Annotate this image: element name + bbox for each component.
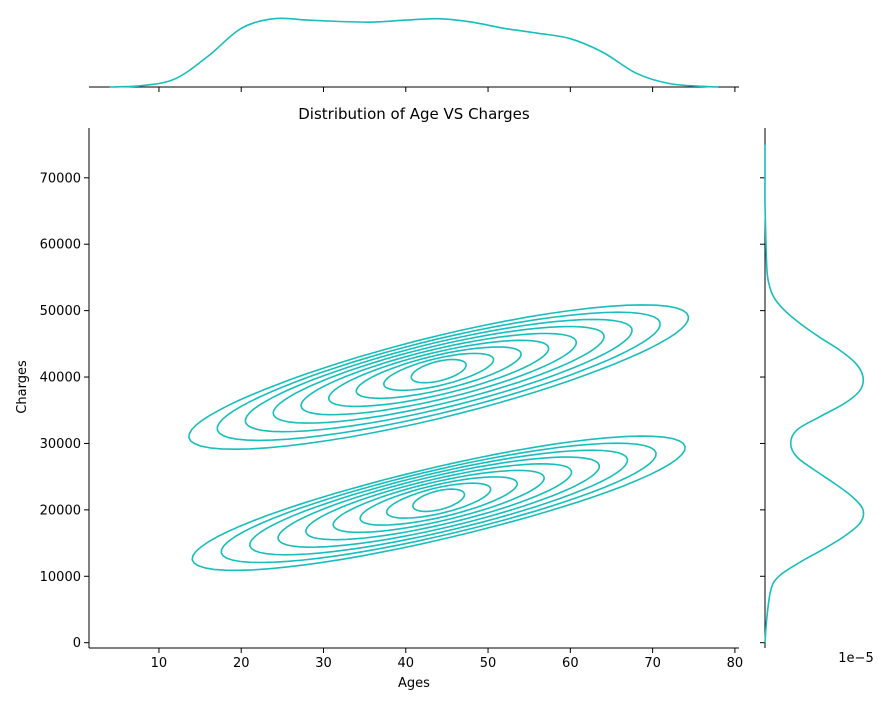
x-tick-label: 80 (727, 656, 744, 671)
y-tick-label: 10000 (40, 570, 81, 585)
y-tick-label: 60000 (40, 238, 81, 253)
kde-contours (188, 304, 690, 572)
x-axis-label: Ages (398, 676, 430, 691)
kde-contour-ring (332, 469, 545, 534)
right-marginal-axes (760, 128, 865, 648)
y-marginal-offset-label: 1e−5 (838, 651, 873, 666)
x-tick-label: 70 (644, 656, 661, 671)
age-density-curve (109, 17, 719, 88)
y-tick-label: 70000 (40, 171, 81, 186)
kde-contour-ring (327, 339, 550, 408)
kde-contour-ring (191, 435, 686, 572)
kde-contour-ring (359, 476, 518, 526)
y-tick-label: 50000 (40, 304, 81, 319)
kde-contour-ring (383, 352, 495, 392)
x-tick-label: 10 (151, 656, 168, 671)
kde-contour-ring (216, 311, 661, 442)
kde-contour-ring (244, 318, 633, 433)
kde-contour-ring (220, 442, 657, 564)
kde-contour-ring (188, 304, 690, 450)
x-tick-label: 60 (562, 656, 579, 671)
kde-contour-ring (277, 456, 600, 548)
kde-contour-ring (410, 358, 467, 384)
kde-contour-ring (305, 463, 573, 541)
kde-contour-ring (385, 482, 492, 519)
y-tick-label: 0 (73, 636, 81, 651)
y-tick-label: 20000 (40, 503, 81, 518)
kde-contour-ring (272, 325, 605, 424)
x-tick-label: 30 (315, 656, 332, 671)
kde-contour-ring (355, 346, 522, 400)
kde-contour-ring (300, 332, 578, 416)
x-tick-label: 40 (397, 656, 414, 671)
kde-contour-ring (412, 488, 466, 513)
charges-density-curve (764, 144, 865, 643)
x-tick-label: 50 (480, 656, 497, 671)
x-tick-label: 20 (233, 656, 250, 671)
chart-title: Distribution of Age VS Charges (298, 105, 530, 123)
y-tick-label: 30000 (40, 437, 81, 452)
joint-axes: 10 20 30 40 50 60 70 80 0 10000 20000 30000 40000 500… (40, 128, 744, 671)
top-marginal-axes (89, 17, 739, 92)
y-tick-label: 40000 (40, 371, 81, 386)
kde-contour-ring (249, 449, 629, 556)
y-axis-label: Charges (15, 360, 30, 414)
